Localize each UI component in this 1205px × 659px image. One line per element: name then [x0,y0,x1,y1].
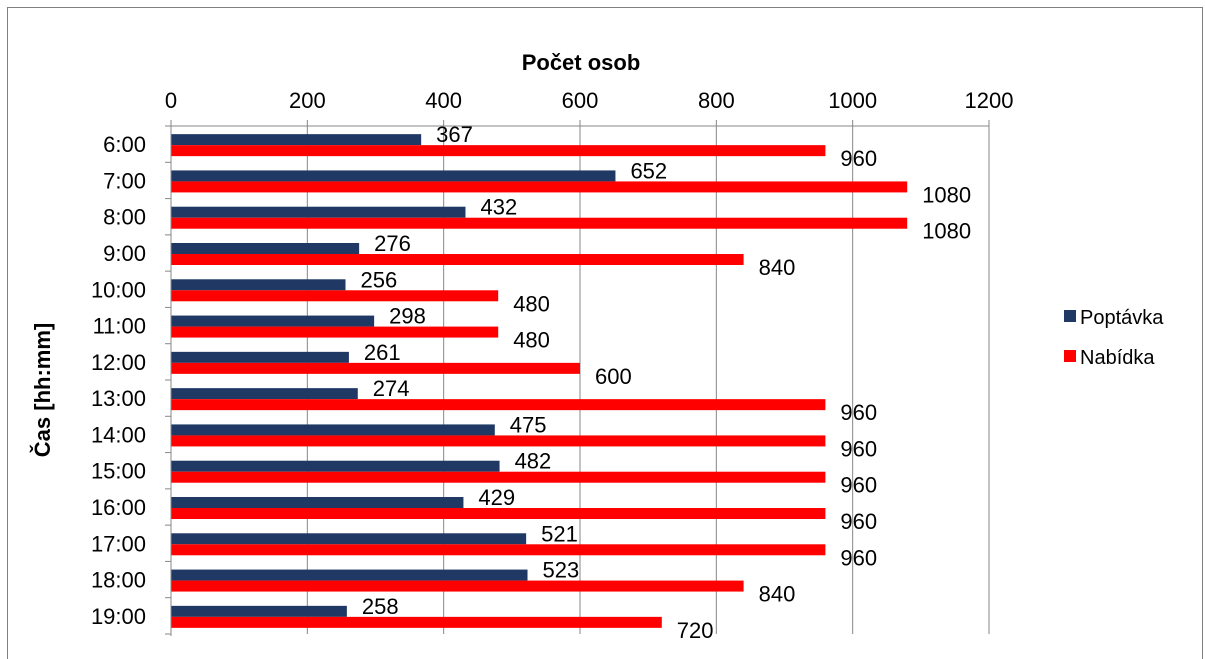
x-tick-label: 0 [165,88,177,113]
legend-label-poptavka: Poptávka [1080,307,1164,329]
data-label-poptavka: 298 [389,304,426,329]
bar-poptavka [171,279,346,291]
bar-nabidka [171,399,826,411]
y-tick-label: 9:00 [103,241,146,266]
data-label-nabidka: 960 [840,146,877,171]
data-label-nabidka: 960 [840,473,877,498]
legend-label-nabidka: Nabídka [1080,347,1155,369]
bar-nabidka [171,145,826,157]
data-label-poptavka: 475 [510,412,547,437]
x-tick-label: 800 [698,88,735,113]
y-tick-label: 17:00 [91,531,146,556]
bars [171,134,908,628]
bar-nabidka [171,254,744,265]
bar-nabidka [171,181,908,193]
legend-swatch-nabidka [1064,350,1076,362]
bar-nabidka [171,435,826,447]
data-label-nabidka: 480 [513,291,550,316]
data-label-poptavka: 274 [373,376,410,401]
data-label-nabidka: 960 [840,509,877,534]
data-label-nabidka: 600 [595,364,632,389]
bar-nabidka [171,544,826,556]
y-axis-title: Čas [hh:mm] [30,323,55,457]
bar-poptavka [171,351,349,363]
data-label-poptavka: 432 [480,195,517,220]
data-labels: 3679606521080432108027684025648029848026… [361,122,972,643]
y-tick-label: 11:00 [93,314,146,339]
bar-poptavka [171,605,347,617]
data-label-nabidka: 720 [677,618,714,643]
x-tick-label: 600 [562,88,599,113]
x-tick-label: 200 [289,88,326,113]
grid-lines [306,126,990,634]
data-label-poptavka: 523 [543,558,580,583]
y-tick-label: 14:00 [91,422,146,447]
y-tick-label: 15:00 [91,459,146,484]
y-tick-label: 18:00 [91,568,146,593]
bar-poptavka [171,243,360,254]
y-tick-label: 8:00 [103,205,146,230]
bar-nabidka [171,290,499,302]
data-label-poptavka: 521 [541,521,578,546]
y-tick-label: 16:00 [91,495,146,520]
y-tick-label: 13:00 [91,386,146,411]
chart-frame [7,7,1203,659]
bar-poptavka [171,424,495,436]
data-label-nabidka: 960 [840,436,877,461]
bar-poptavka [171,388,358,400]
legend-swatch-poptavka [1064,310,1076,322]
bar-nabidka [171,326,499,338]
x-tick-label: 1000 [828,88,877,113]
data-label-nabidka: 840 [759,582,796,607]
bar-poptavka [171,170,616,182]
y-tick-label: 12:00 [91,350,146,375]
data-label-nabidka: 960 [840,400,877,425]
bar-poptavka [171,569,528,581]
bar-nabidka [171,217,908,229]
axes: 0 200 400 600 800 1000 1200 6:00 7:00 8:00 9:00 10:… [91,88,1014,636]
y-tick-label: 7:00 [103,168,146,193]
data-label-poptavka: 258 [362,594,399,619]
data-label-nabidka: 960 [840,545,877,570]
data-label-nabidka: 1080 [922,182,971,207]
bar-poptavka [171,497,464,508]
y-tick-label: 6:00 [103,132,146,157]
data-label-nabidka: 1080 [922,219,971,244]
bar-nabidka [171,616,662,628]
bar-poptavka [171,460,500,472]
bar-poptavka [171,533,527,545]
data-label-poptavka: 429 [478,485,515,510]
x-axis-title: Počet osob [522,50,641,75]
bar-nabidka [171,580,744,592]
y-tick-label: 10:00 [91,277,146,302]
data-label-poptavka: 276 [374,231,411,256]
data-label-nabidka: 480 [513,328,550,353]
bar-poptavka [171,315,375,327]
x-tick-label: 1200 [965,88,1014,113]
data-label-poptavka: 256 [361,267,398,292]
bar-poptavka [171,206,466,218]
data-label-poptavka: 652 [630,158,667,183]
data-label-poptavka: 482 [515,449,552,474]
x-tick-label: 400 [425,88,462,113]
legend: Poptávka Nabídka [1064,307,1164,369]
y-tick-label: 19:00 [91,604,146,629]
data-label-poptavka: 261 [364,340,401,365]
data-label-nabidka: 840 [759,255,796,280]
bar-nabidka [171,471,826,483]
bar-nabidka [171,362,580,374]
bar-poptavka [171,134,422,146]
bar-nabidka [171,508,826,519]
